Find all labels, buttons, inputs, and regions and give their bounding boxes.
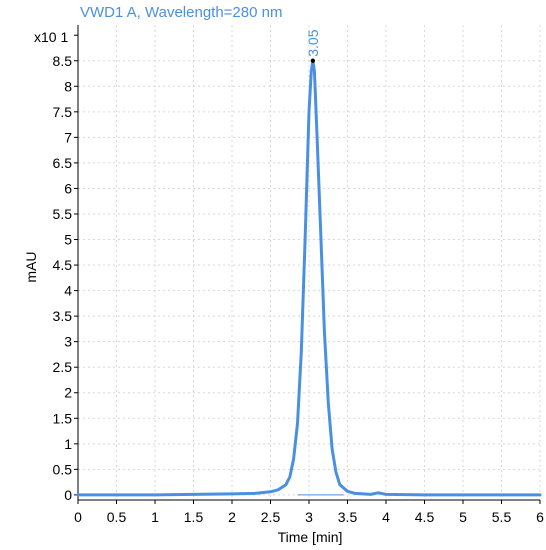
x-tick-label: 1.5: [184, 509, 204, 525]
x-tick-label: 5: [459, 509, 467, 525]
y-tick-label: 7: [64, 129, 72, 145]
x-tick-label: 2.5: [261, 509, 281, 525]
y-tick-label: 6: [64, 180, 72, 196]
y-tick-label: 8.5: [53, 53, 73, 69]
y-tick-label: 4.5: [53, 257, 73, 273]
peak-label: 3.05: [305, 29, 321, 56]
peak-marker: [310, 58, 316, 63]
chart-title: VWD1 A, Wavelength=280 nm: [80, 4, 282, 21]
x-tick-label: 0: [74, 509, 82, 525]
x-tick-label: 4.5: [415, 509, 435, 525]
y-tick-label: 8: [64, 78, 72, 94]
y-tick-label: 3: [64, 334, 72, 350]
x-tick-label: 3: [305, 509, 313, 525]
x-tick-label: 0.5: [107, 509, 127, 525]
y-tick-label: 0: [64, 487, 72, 503]
y-tick-label: 2.5: [53, 359, 73, 375]
x-tick-label: 6: [536, 509, 544, 525]
series-line: [76, 59, 542, 497]
y-tick-label: 4: [64, 283, 72, 299]
y-tick-label: 5.5: [53, 206, 73, 222]
x-tick-label: 4: [382, 509, 390, 525]
y-axis-label: mAU: [23, 251, 39, 282]
x-axis-label: Time [min]: [278, 529, 343, 545]
x-tick-label: 3.5: [338, 509, 358, 525]
x-tick-label: 5.5: [492, 509, 512, 525]
y-tick-label: 6.5: [53, 155, 73, 171]
x-tick-label: 2: [228, 509, 236, 525]
y-tick-label: 2: [64, 385, 72, 401]
x-tick-label: 1: [151, 509, 159, 525]
y-tick-label: 7.5: [53, 104, 73, 120]
y-tick-label: 0.5: [53, 461, 73, 477]
y-tick-label: 3.5: [53, 308, 73, 324]
series-layer: [76, 58, 542, 497]
y-multiplier-label: x10 1: [34, 29, 68, 45]
label-layer: VWD1 A, Wavelength=280 nm x10 1 Time [mi…: [23, 4, 544, 545]
y-tick-label: 5: [64, 232, 72, 248]
y-tick-label: 1.5: [53, 410, 73, 426]
y-tick-label: 1: [64, 436, 72, 452]
axis-layer: [74, 25, 541, 504]
